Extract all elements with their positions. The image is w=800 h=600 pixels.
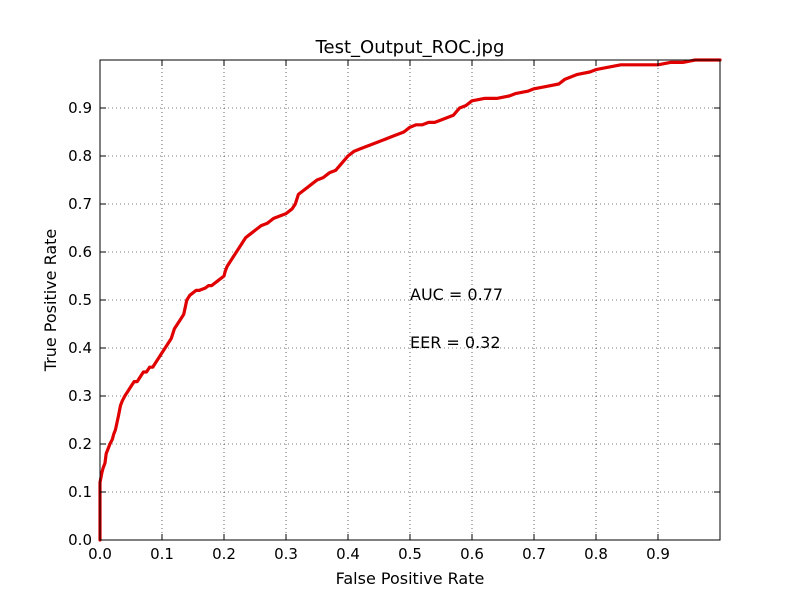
eer-annotation: EER = 0.32 xyxy=(410,333,501,352)
x-axis-label: False Positive Rate xyxy=(336,569,485,588)
y-tick-label: 0.5 xyxy=(68,291,92,309)
x-tick-label: 0.0 xyxy=(88,545,112,563)
y-tick-label: 0.9 xyxy=(68,99,92,117)
y-tick-label: 0.4 xyxy=(68,339,92,357)
x-tick-label: 0.4 xyxy=(336,545,360,563)
y-tick-label: 0.1 xyxy=(68,483,92,501)
roc-curve-line xyxy=(98,58,722,542)
x-tick-label: 0.5 xyxy=(398,545,422,563)
y-tick-label: 0.2 xyxy=(68,435,92,453)
chart-title: Test_Output_ROC.jpg xyxy=(315,37,505,58)
y-tick-label: 0.7 xyxy=(68,195,92,213)
x-tick-label: 0.6 xyxy=(460,545,484,563)
y-axis-label: True Positive Rate xyxy=(41,229,60,373)
y-tick-label: 0.8 xyxy=(68,147,92,165)
series-layer xyxy=(98,58,722,542)
y-tick-label: 0.0 xyxy=(68,531,92,549)
x-tick-label: 0.1 xyxy=(150,545,174,563)
annotation-layer: AUC = 0.77 EER = 0.32 xyxy=(410,285,503,352)
x-tick-label: 0.3 xyxy=(274,545,298,563)
auc-annotation: AUC = 0.77 xyxy=(410,285,503,304)
y-tick-label: 0.3 xyxy=(68,387,92,405)
x-tick-label: 0.9 xyxy=(646,545,670,563)
x-tick-label: 0.7 xyxy=(522,545,546,563)
x-tick-label: 0.2 xyxy=(212,545,236,563)
grid-lines xyxy=(100,60,720,540)
y-tick-label: 0.6 xyxy=(68,243,92,261)
x-tick-label: 0.8 xyxy=(584,545,608,563)
tick-layer: 0.0 0.1 0.2 0.3 0.4 0.5 0.6 0.7 0.8 0.9 0.0 0.1 0.2 0… xyxy=(68,60,720,563)
